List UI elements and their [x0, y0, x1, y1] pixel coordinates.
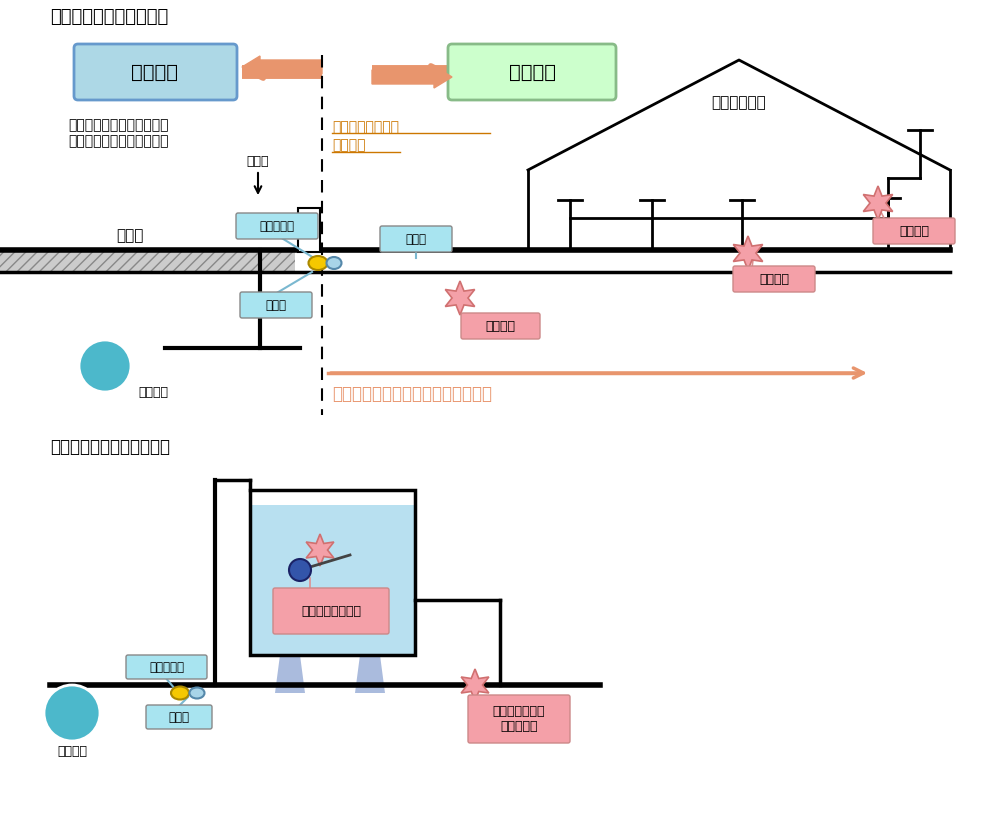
Ellipse shape [309, 256, 327, 270]
Circle shape [289, 559, 311, 581]
Text: 公　道: 公 道 [116, 228, 144, 243]
Text: 止水栓: 止水栓 [265, 298, 287, 312]
Text: 床下漏水: 床下漏水 [759, 273, 789, 285]
Text: 水道本管: 水道本管 [138, 386, 168, 399]
Circle shape [79, 340, 131, 392]
Bar [0, 250, 295, 272]
Text: 水道本管: 水道本管 [57, 745, 87, 758]
FancyBboxPatch shape [380, 226, 452, 252]
Bar [250, 490, 415, 505]
Circle shape [44, 685, 100, 741]
FancyArrow shape [372, 66, 452, 88]
Text: 水道メータを基準にして、
管理区分を決めています。: 水道メータを基準にして、 管理区分を決めています。 [68, 118, 169, 148]
Text: 蛇口など: 蛇口など [332, 138, 366, 152]
Bar [250, 490, 415, 655]
Ellipse shape [189, 687, 204, 699]
FancyBboxPatch shape [461, 313, 540, 339]
FancyBboxPatch shape [873, 218, 955, 244]
Polygon shape [275, 655, 305, 693]
Text: 壁内漏水: 壁内漏水 [899, 224, 929, 238]
FancyBboxPatch shape [468, 695, 570, 743]
Text: オーバーフロー
による流出: オーバーフロー による流出 [493, 705, 545, 733]
Text: 一般住宅など: 一般住宅など [712, 95, 766, 110]
FancyBboxPatch shape [273, 588, 389, 634]
Text: 給水管、給水器具: 給水管、給水器具 [332, 120, 399, 134]
Ellipse shape [171, 686, 189, 700]
FancyBboxPatch shape [74, 44, 237, 100]
Text: 水道メータ: 水道メータ [149, 661, 184, 673]
Text: 個人管理: 個人管理 [509, 62, 555, 81]
Text: 地下漏水: 地下漏水 [485, 320, 516, 333]
Polygon shape [864, 186, 892, 220]
FancyBboxPatch shape [236, 213, 318, 239]
Text: 官民界: 官民界 [246, 155, 269, 168]
Ellipse shape [326, 257, 341, 269]
FancyBboxPatch shape [733, 266, 815, 292]
Polygon shape [306, 534, 334, 566]
Bar [250, 505, 415, 655]
Text: ボールタップ故障: ボールタップ故障 [301, 604, 361, 617]
Text: 『減免対象の範囲は？』: 『減免対象の範囲は？』 [50, 8, 169, 26]
Polygon shape [461, 669, 489, 701]
Text: 水道メータ: 水道メータ [259, 219, 295, 233]
Text: 【集合住宅などの受水槽】: 【集合住宅などの受水槽】 [50, 438, 170, 456]
FancyBboxPatch shape [146, 705, 212, 729]
Text: 止水栓: 止水栓 [169, 710, 189, 723]
FancyBboxPatch shape [126, 655, 207, 679]
FancyBboxPatch shape [448, 44, 616, 100]
Text: 給水管: 給水管 [405, 233, 427, 246]
Polygon shape [355, 655, 385, 693]
FancyArrow shape [242, 56, 322, 78]
FancyBboxPatch shape [240, 292, 312, 318]
Polygon shape [734, 236, 763, 270]
Text: 発見困難な箇所における漏水が対象: 発見困難な箇所における漏水が対象 [332, 385, 492, 403]
Bar [0, 250, 295, 272]
Polygon shape [446, 281, 474, 315]
Bar [298, 208, 320, 252]
Text: 市の管理: 市の管理 [131, 62, 178, 81]
